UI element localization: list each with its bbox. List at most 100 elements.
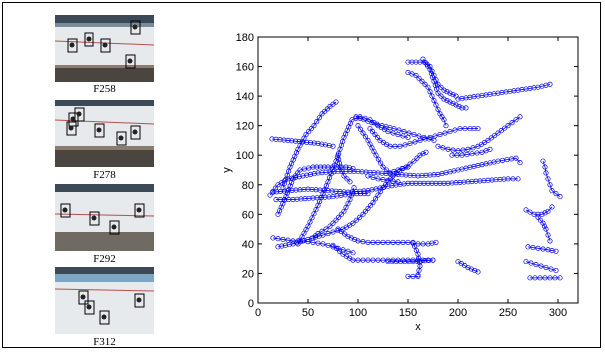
trajectory-point <box>277 188 284 194</box>
trajectory-point <box>453 102 459 108</box>
trajectory-point <box>360 257 366 263</box>
trajectory-segment <box>545 267 557 271</box>
trajectory-series <box>270 176 521 195</box>
trajectory-point <box>444 97 450 104</box>
trajectory-point <box>423 149 429 155</box>
trajectory-point <box>365 205 371 211</box>
trajectory-point <box>527 275 533 281</box>
trajectory-segment <box>382 175 394 188</box>
trajectory-point <box>289 179 295 185</box>
trajectory-segment <box>417 265 421 276</box>
trajectory-chart: 0 50 100 150 200 250 300 0 20 40 60 80 100 120 140 160 1… <box>221 32 579 333</box>
trajectory-series <box>355 123 429 176</box>
trajectory-segment <box>419 137 431 141</box>
trajectory-point <box>325 188 331 194</box>
trajectory-point <box>552 275 558 281</box>
trajectory-segment <box>387 179 399 183</box>
trajectory-segment <box>449 128 461 132</box>
trajectory-point <box>361 191 367 197</box>
trajectory-point <box>270 235 276 241</box>
trajectory-segment <box>362 202 374 215</box>
trajectory-point <box>372 196 379 202</box>
trajectory-point <box>543 170 549 176</box>
trajectory-segment <box>439 131 451 135</box>
trajectory-point <box>347 179 353 185</box>
trajectory-point <box>370 174 376 180</box>
x-tick-label: 100 <box>349 307 367 319</box>
trajectory-point <box>400 257 406 263</box>
trajectory-point <box>454 152 460 158</box>
trajectory-point <box>435 90 441 96</box>
trajectory-point <box>306 195 312 201</box>
trajectory-point <box>365 257 371 263</box>
trajectory-point <box>285 188 291 194</box>
trajectory-series <box>330 242 436 263</box>
trajectory-series <box>367 126 481 149</box>
trajectory-point <box>485 177 491 183</box>
trajectory-point <box>513 117 519 123</box>
trajectory-point <box>309 215 315 221</box>
trajectory-series <box>455 81 553 102</box>
trajectory-point <box>447 129 453 135</box>
trajectory-point <box>417 137 423 143</box>
trajectory-point <box>365 191 371 197</box>
trajectory-point <box>338 229 344 235</box>
frame-sequence: F258 F278 <box>3 3 203 349</box>
y-tick-label: 40 <box>242 239 254 251</box>
trajectory-point <box>547 238 553 244</box>
trajectory-segment <box>547 206 553 212</box>
trajectory-point <box>413 72 419 78</box>
trajectory-series <box>540 158 563 200</box>
trajectory-point <box>307 140 314 146</box>
trajectory-point <box>414 258 420 264</box>
trajectory-point <box>337 248 343 254</box>
trajectory-point <box>390 178 396 184</box>
trajectory-point <box>535 211 541 217</box>
trajectory-point <box>362 134 369 140</box>
trajectory-point <box>549 188 555 194</box>
trajectory-point <box>316 115 322 121</box>
trajectory-point <box>407 140 413 146</box>
trajectory-point <box>405 180 411 186</box>
trajectory-segment <box>409 140 421 144</box>
trajectory-segment <box>413 134 425 138</box>
trajectory-point <box>412 139 418 145</box>
trajectory-point <box>427 89 433 95</box>
trajectory-point <box>360 130 366 136</box>
trajectory-point <box>308 126 314 132</box>
trajectory-point <box>369 129 376 135</box>
trajectory-point <box>405 239 411 245</box>
trajectory-segment <box>355 116 365 121</box>
trajectory-point <box>459 152 465 158</box>
trajectory-point <box>407 161 413 167</box>
trajectory-point <box>330 143 336 149</box>
trajectory-point <box>392 143 398 149</box>
x-tick-label: 150 <box>399 307 417 319</box>
trajectory-point <box>286 242 292 248</box>
trajectory-segment <box>431 95 437 106</box>
trajectory-point <box>525 244 531 250</box>
trajectory-segment <box>467 267 479 273</box>
trajectory-point <box>359 169 365 175</box>
trajectory-point <box>423 172 429 178</box>
trajectory-point <box>481 178 487 184</box>
trajectory-point <box>350 220 356 226</box>
trajectory-point <box>425 84 431 90</box>
trajectory-point <box>365 173 371 179</box>
trajectory-point <box>395 257 401 263</box>
y-tick-label: 60 <box>242 209 254 221</box>
trajectory-point <box>333 217 339 223</box>
trajectory-point <box>543 264 549 271</box>
frame-label: F258 <box>93 83 116 95</box>
trajectory-point <box>385 179 391 185</box>
trajectory-point <box>553 191 559 197</box>
trajectory-segment <box>413 154 421 162</box>
trajectory-point <box>495 130 501 136</box>
trajectory-point <box>444 89 450 95</box>
trajectory-point <box>429 180 435 186</box>
trajectory-point <box>375 192 381 198</box>
trajectory-point <box>347 168 353 175</box>
trajectory-point <box>292 138 299 144</box>
trajectory-point <box>296 139 302 145</box>
trajectory-point <box>460 147 466 153</box>
